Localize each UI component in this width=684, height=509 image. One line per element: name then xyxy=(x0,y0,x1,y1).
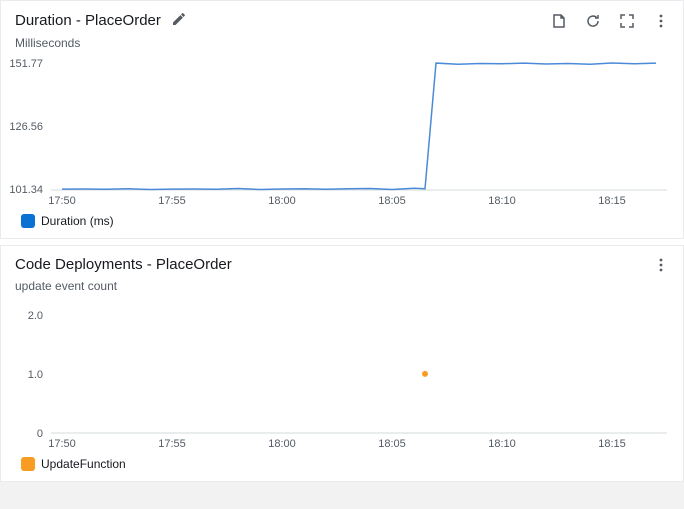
svg-text:18:00: 18:00 xyxy=(268,438,296,450)
svg-text:18:10: 18:10 xyxy=(488,438,516,450)
legend: UpdateFunction xyxy=(1,455,683,481)
legend: Duration (ms) xyxy=(1,212,683,238)
svg-text:1.0: 1.0 xyxy=(28,369,43,381)
svg-text:101.34: 101.34 xyxy=(9,184,43,196)
svg-text:126.56: 126.56 xyxy=(9,121,43,133)
svg-text:151.77: 151.77 xyxy=(9,58,43,70)
duration-chart: 101.34 126.56 151.77 17:50 17:55 18:00 18:05 18… xyxy=(1,50,683,212)
svg-text:17:55: 17:55 xyxy=(158,195,186,207)
svg-text:17:55: 17:55 xyxy=(158,438,186,450)
duration-panel: Duration - PlaceOrder Milliseconds 101.3… xyxy=(0,0,684,239)
expand-icon[interactable] xyxy=(619,13,635,29)
edit-icon[interactable] xyxy=(171,11,187,30)
legend-swatch xyxy=(21,457,35,471)
svg-text:0: 0 xyxy=(37,428,43,440)
menu-icon[interactable] xyxy=(653,13,669,29)
svg-text:18:15: 18:15 xyxy=(598,195,626,207)
legend-label: UpdateFunction xyxy=(41,457,126,471)
menu-icon[interactable] xyxy=(653,257,669,273)
svg-text:17:50: 17:50 xyxy=(48,195,76,207)
y-axis-label: Milliseconds xyxy=(1,34,683,50)
deployments-chart: 0 1.0 2.0 17:50 17:55 18:00 18:05 18:10 18:15 xyxy=(1,293,683,455)
svg-text:18:00: 18:00 xyxy=(268,195,296,207)
legend-label: Duration (ms) xyxy=(41,214,114,228)
panel-toolbar xyxy=(551,13,669,29)
panel-title: Duration - PlaceOrder xyxy=(15,12,161,29)
refresh-icon[interactable] xyxy=(585,13,601,29)
y-axis-label: update event count xyxy=(1,277,683,293)
panel-toolbar xyxy=(653,257,669,273)
legend-swatch xyxy=(21,214,35,228)
svg-text:18:05: 18:05 xyxy=(378,195,406,207)
download-icon[interactable] xyxy=(551,13,567,29)
svg-text:18:05: 18:05 xyxy=(378,438,406,450)
panel-title: Code Deployments - PlaceOrder xyxy=(15,256,232,273)
svg-text:2.0: 2.0 xyxy=(28,310,43,322)
svg-text:18:10: 18:10 xyxy=(488,195,516,207)
deployments-panel: Code Deployments - PlaceOrder update eve… xyxy=(0,245,684,482)
panel-header: Code Deployments - PlaceOrder xyxy=(1,246,683,277)
svg-text:17:50: 17:50 xyxy=(48,438,76,450)
panel-header: Duration - PlaceOrder xyxy=(1,1,683,34)
svg-text:18:15: 18:15 xyxy=(598,438,626,450)
